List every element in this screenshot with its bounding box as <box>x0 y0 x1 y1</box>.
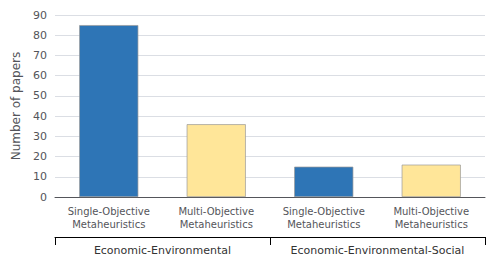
svg-text:0: 0 <box>40 191 47 204</box>
svg-text:Multi-Objective: Multi-Objective <box>393 206 469 217</box>
svg-text:50: 50 <box>33 89 47 102</box>
svg-text:60: 60 <box>33 69 47 82</box>
svg-text:Metaheuristics: Metaheuristics <box>180 219 253 230</box>
svg-text:40: 40 <box>33 110 47 123</box>
svg-text:Single-Objective: Single-Objective <box>283 206 365 217</box>
svg-text:30: 30 <box>33 130 47 143</box>
svg-text:Multi-Objective: Multi-Objective <box>178 206 254 217</box>
svg-text:20: 20 <box>33 150 47 163</box>
svg-text:Economic-Environmental-Social: Economic-Environmental-Social <box>291 244 465 257</box>
svg-text:Metaheuristics: Metaheuristics <box>395 219 468 230</box>
svg-text:80: 80 <box>33 29 47 42</box>
svg-text:70: 70 <box>33 49 47 62</box>
svg-text:Metaheuristics: Metaheuristics <box>287 219 360 230</box>
svg-text:Economic-Environmental: Economic-Environmental <box>94 244 231 257</box>
svg-text:Single-Objective: Single-Objective <box>68 206 150 217</box>
svg-text:10: 10 <box>33 170 47 183</box>
svg-text:Metaheuristics: Metaheuristics <box>72 219 145 230</box>
svg-text:90: 90 <box>33 9 47 22</box>
svg-text:Number of papers: Number of papers <box>9 52 23 161</box>
